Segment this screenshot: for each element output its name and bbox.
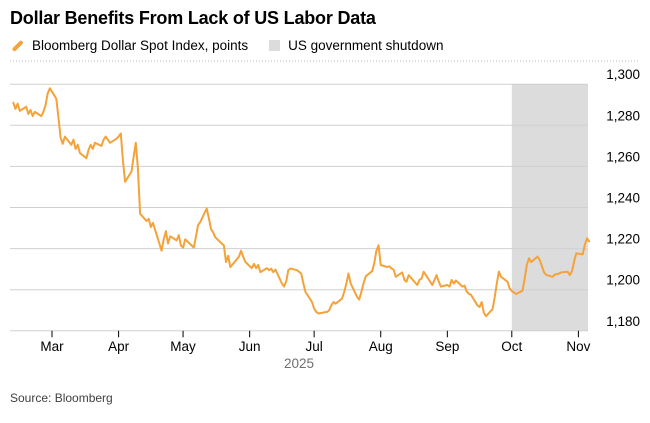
y-axis-label-1200: 1,200 [606,273,640,288]
x-axis-label-jun: Jun [239,339,261,354]
x-axis-label-mar: Mar [40,339,64,354]
legend-item-dollar-index: Bloomberg Dollar Spot Index, points [11,38,248,53]
y-axis-label-1280: 1,280 [606,108,640,123]
legend-label-dollar-index: Bloomberg Dollar Spot Index, points [32,38,249,53]
x-axis-label-nov: Nov [566,339,590,354]
x-axis-label-oct: Oct [501,339,522,354]
y-axis-label-1300: 1,300 [606,67,640,82]
chart-title: Dollar Benefits From Lack of US Labor Da… [10,8,376,28]
x-axis-label-may: May [170,339,196,354]
dollar-index-line-series [12,87,591,318]
source-note: Source: Bloomberg [10,391,113,405]
y-axis-label-1180: 1,180 [606,314,640,329]
x-axis-label-sep: Sep [435,339,459,354]
x-axis-label-jul: Jul [305,339,322,354]
legend-label-shutdown: US government shutdown [288,38,444,53]
chart-legend: Bloomberg Dollar Spot Index, points US g… [11,38,443,53]
y-axis-label-1220: 1,220 [606,232,640,247]
y-axis-label-1260: 1,260 [606,149,640,164]
y-axis-label-1240: 1,240 [606,191,640,206]
x-axis-label-apr: Apr [108,339,130,354]
shading-swatch-icon [269,40,281,51]
x-axis-label-aug: Aug [369,339,393,354]
legend-item-shutdown: US government shutdown [269,38,443,53]
x-axis-year-label: 2025 [284,356,314,371]
